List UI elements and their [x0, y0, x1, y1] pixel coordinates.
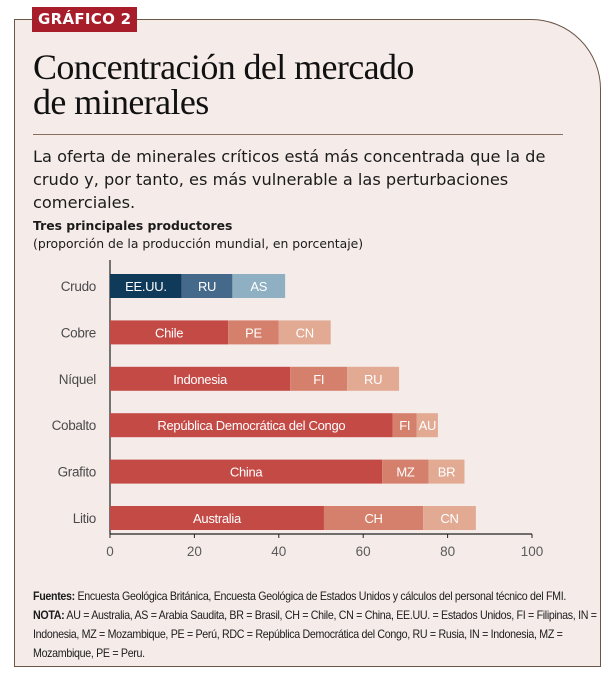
chart-number-badge: GRÁFICO 2 — [32, 7, 138, 32]
title-divider — [33, 134, 563, 135]
plot-title: Tres principales productores — [33, 218, 233, 233]
sources-label: Fuentes: — [33, 590, 75, 603]
bar-segment-label: República Democrática del Congo — [157, 418, 345, 433]
category-label: Litio — [73, 511, 96, 526]
bar-segment — [347, 366, 400, 391]
bar-segment — [323, 506, 424, 530]
note-label: NOTA: — [33, 609, 65, 622]
x-tick-label: 100 — [521, 544, 544, 559]
bar-segment-label: CN — [440, 511, 458, 526]
chart-title: Concentración del mercado de minerales — [33, 47, 573, 122]
bar-segment-label: CH — [364, 511, 382, 526]
bar-segment-label: PE — [245, 325, 262, 340]
bar-segment — [392, 413, 417, 438]
bar-segment-label: FI — [399, 418, 410, 433]
bar-segment-label: AS — [250, 279, 267, 294]
bar-segment — [278, 320, 331, 345]
bar-segment-label: Chile — [155, 325, 183, 340]
bar-segment — [110, 506, 324, 530]
bar-segment — [110, 413, 393, 438]
category-label: Cobre — [61, 325, 96, 340]
plot-unit: (proporción de la producción mundial, en… — [33, 236, 364, 251]
bar-segment-label: EE.UU. — [125, 279, 167, 294]
bar-segment-label: CN — [296, 325, 314, 340]
bar-segment — [416, 413, 438, 438]
x-tick-label: 40 — [271, 544, 286, 559]
bar-segment-label: Australia — [193, 511, 242, 526]
bar-segment — [423, 506, 476, 530]
category-label: Grafito — [58, 465, 96, 480]
chart-title-line2: de minerales — [33, 82, 209, 122]
bar-segment-label: AU — [419, 418, 436, 433]
x-tick-label: 0 — [106, 544, 114, 559]
bar-segment-label: RU — [198, 279, 216, 294]
x-tick-label: 20 — [187, 544, 202, 559]
bar-segment — [382, 459, 429, 484]
bar-segment — [428, 459, 465, 484]
bar-segment-label: RU — [364, 372, 382, 387]
footnotes: Fuentes: Encuesta Geológica Británica, E… — [33, 587, 603, 663]
category-label: Cobalto — [52, 418, 96, 433]
stacked-bar-chart: Crudo EE.UU. RU AS Cobre Chile PE CN Níquel Indon… — [52, 260, 544, 559]
bar-segment — [110, 274, 182, 298]
abbreviations-note: NOTA: AU = Australia, AS = Arabia Saudit… — [33, 606, 603, 663]
bar-segment — [228, 320, 279, 345]
bar-segment — [290, 366, 348, 391]
bar-segment-label: FI — [313, 372, 324, 387]
bar-segment-label: China — [230, 465, 264, 480]
chart-title-line1: Concentración del mercado — [33, 47, 414, 87]
bar-segment-label: Indonesia — [173, 372, 228, 387]
bar-segment — [232, 274, 286, 298]
category-label: Níquel — [59, 372, 97, 387]
category-label: Crudo — [61, 279, 96, 294]
sources-text: Encuesta Geológica Británica, Encuesta G… — [74, 590, 567, 603]
chart-subtitle: La oferta de minerales críticos está más… — [33, 147, 546, 212]
sources-note: Fuentes: Encuesta Geológica Británica, E… — [33, 587, 603, 606]
bar-segment-label: MZ — [396, 465, 415, 480]
bar-segment — [181, 274, 233, 298]
bar-segment — [110, 366, 291, 391]
note-text: AU = Australia, AS = Arabia Saudita, BR … — [33, 609, 597, 660]
x-tick-label: 80 — [440, 544, 455, 559]
x-tick-label: 60 — [356, 544, 371, 559]
bar-segment — [110, 459, 383, 484]
bar-segment — [110, 320, 229, 345]
bar-segment-label: BR — [438, 465, 455, 480]
